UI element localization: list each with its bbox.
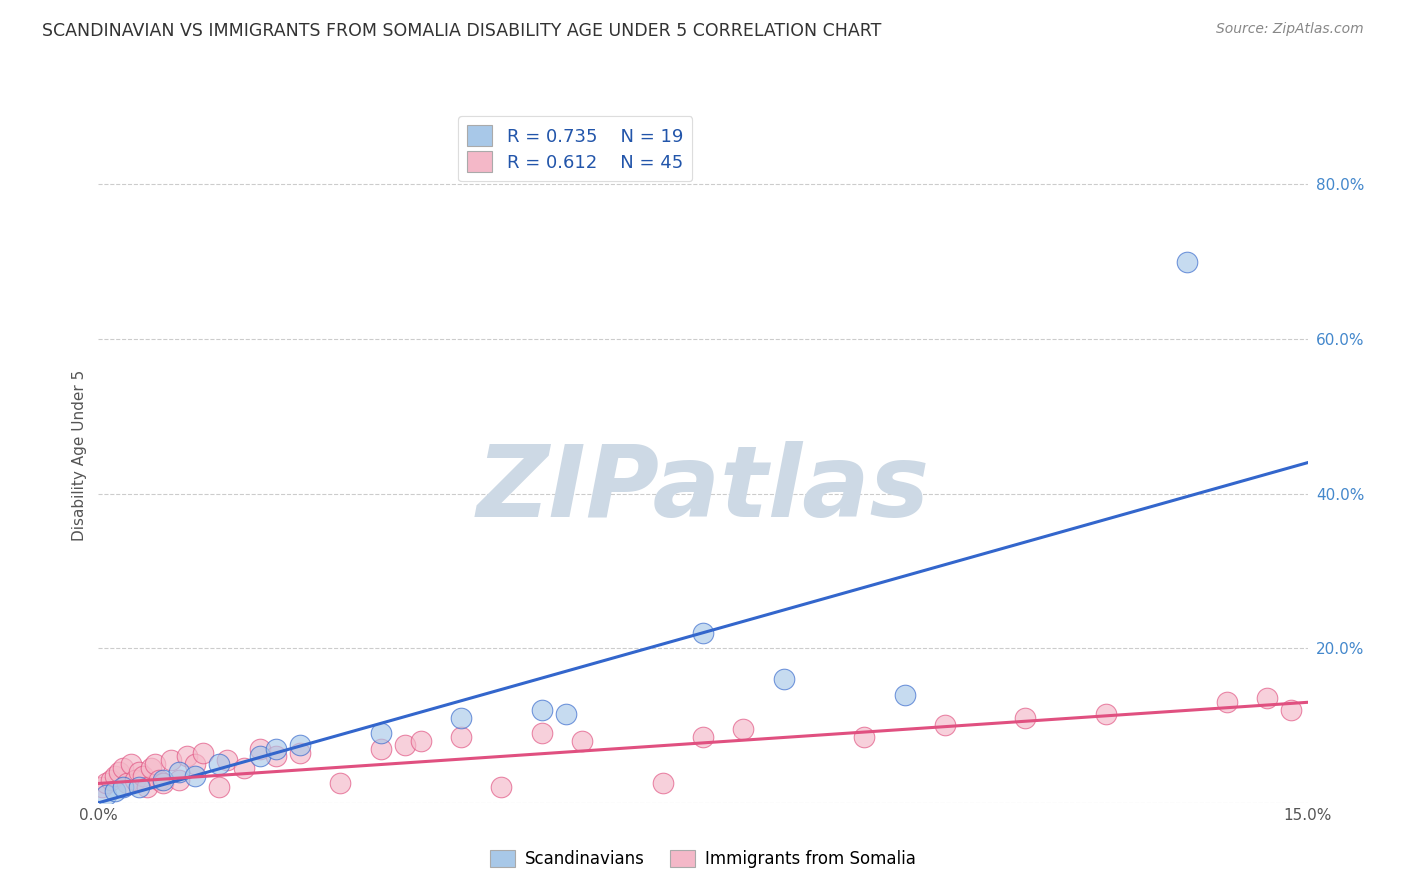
Point [152, 776, 174, 790]
Point [1014, 711, 1036, 725]
Point [555, 706, 578, 721]
Point [120, 757, 142, 772]
Point [394, 738, 416, 752]
Point [692, 730, 714, 744]
Text: Source: ZipAtlas.com: Source: ZipAtlas.com [1216, 22, 1364, 37]
Point [167, 764, 190, 779]
Point [124, 772, 146, 787]
Point [264, 749, 287, 764]
Point [111, 761, 134, 775]
Point [530, 726, 553, 740]
Point [217, 753, 239, 767]
Point [148, 772, 170, 787]
Point [249, 749, 271, 764]
Point [132, 769, 155, 783]
Point [1281, 703, 1303, 717]
Point [160, 753, 183, 767]
Legend: R = 0.735    N = 19, R = 0.612    N = 45: R = 0.735 N = 19, R = 0.612 N = 45 [458, 116, 692, 181]
Point [264, 741, 287, 756]
Point [128, 780, 150, 795]
Point [103, 784, 125, 798]
Point [1095, 706, 1118, 721]
Point [111, 780, 134, 795]
Point [152, 772, 174, 787]
Point [1175, 254, 1198, 268]
Point [91, 780, 114, 795]
Point [288, 746, 311, 760]
Point [450, 730, 472, 744]
Point [96, 788, 118, 802]
Text: SCANDINAVIAN VS IMMIGRANTS FROM SOMALIA DISABILITY AGE UNDER 5 CORRELATION CHART: SCANDINAVIAN VS IMMIGRANTS FROM SOMALIA … [42, 22, 882, 40]
Point [893, 688, 915, 702]
Point [491, 780, 513, 795]
Point [208, 780, 231, 795]
Point [100, 772, 122, 787]
Point [530, 703, 553, 717]
Point [409, 734, 432, 748]
Point [135, 780, 157, 795]
Point [193, 746, 215, 760]
Legend: Scandinavians, Immigrants from Somalia: Scandinavians, Immigrants from Somalia [484, 843, 922, 875]
Point [249, 741, 271, 756]
Point [232, 761, 254, 775]
Point [370, 726, 392, 740]
Point [772, 672, 794, 686]
Point [103, 769, 125, 783]
Point [692, 625, 714, 640]
Point [176, 749, 198, 764]
Point [934, 718, 956, 732]
Point [115, 776, 138, 790]
Point [288, 738, 311, 752]
Point [184, 757, 207, 772]
Point [184, 769, 207, 783]
Text: ZIPatlas: ZIPatlas [477, 442, 929, 538]
Point [107, 764, 129, 779]
Point [96, 776, 118, 790]
Point [208, 757, 231, 772]
Point [143, 757, 166, 772]
Point [571, 734, 593, 748]
Point [853, 730, 876, 744]
Point [128, 764, 150, 779]
Y-axis label: Disability Age Under 5: Disability Age Under 5 [72, 369, 87, 541]
Point [167, 772, 190, 787]
Point [450, 711, 472, 725]
Point [651, 776, 673, 790]
Point [370, 741, 392, 756]
Point [139, 761, 162, 775]
Point [1256, 691, 1278, 706]
Point [1216, 695, 1239, 709]
Point [733, 723, 755, 737]
Point [329, 776, 352, 790]
